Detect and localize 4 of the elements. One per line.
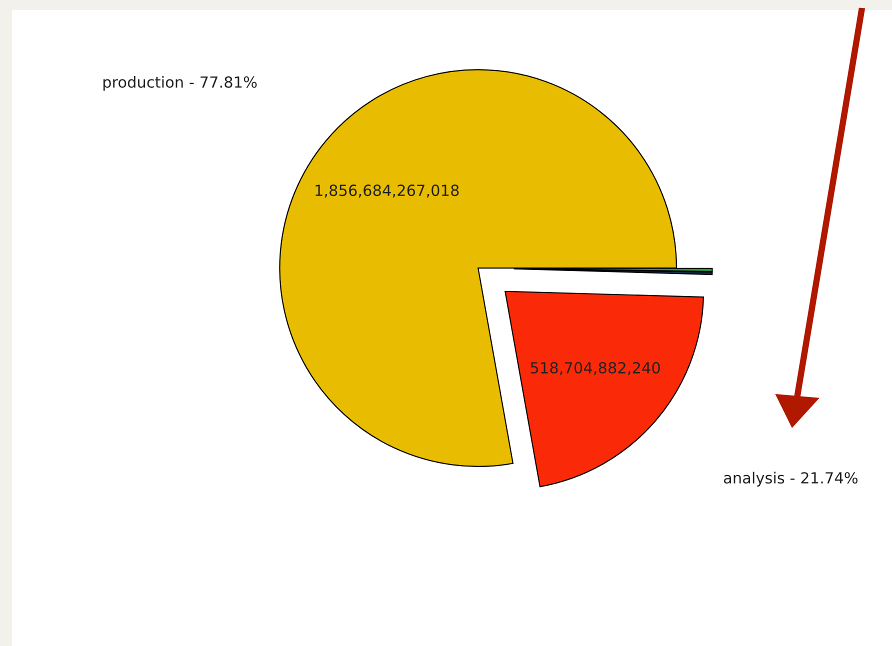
slice-label: analysis - 21.74%	[724, 472, 858, 487]
data-label: 1,856,684,267,018	[316, 184, 459, 198]
slice-label: production - 77.81%	[103, 76, 257, 91]
data-label: 518,704,882,240	[530, 362, 660, 376]
